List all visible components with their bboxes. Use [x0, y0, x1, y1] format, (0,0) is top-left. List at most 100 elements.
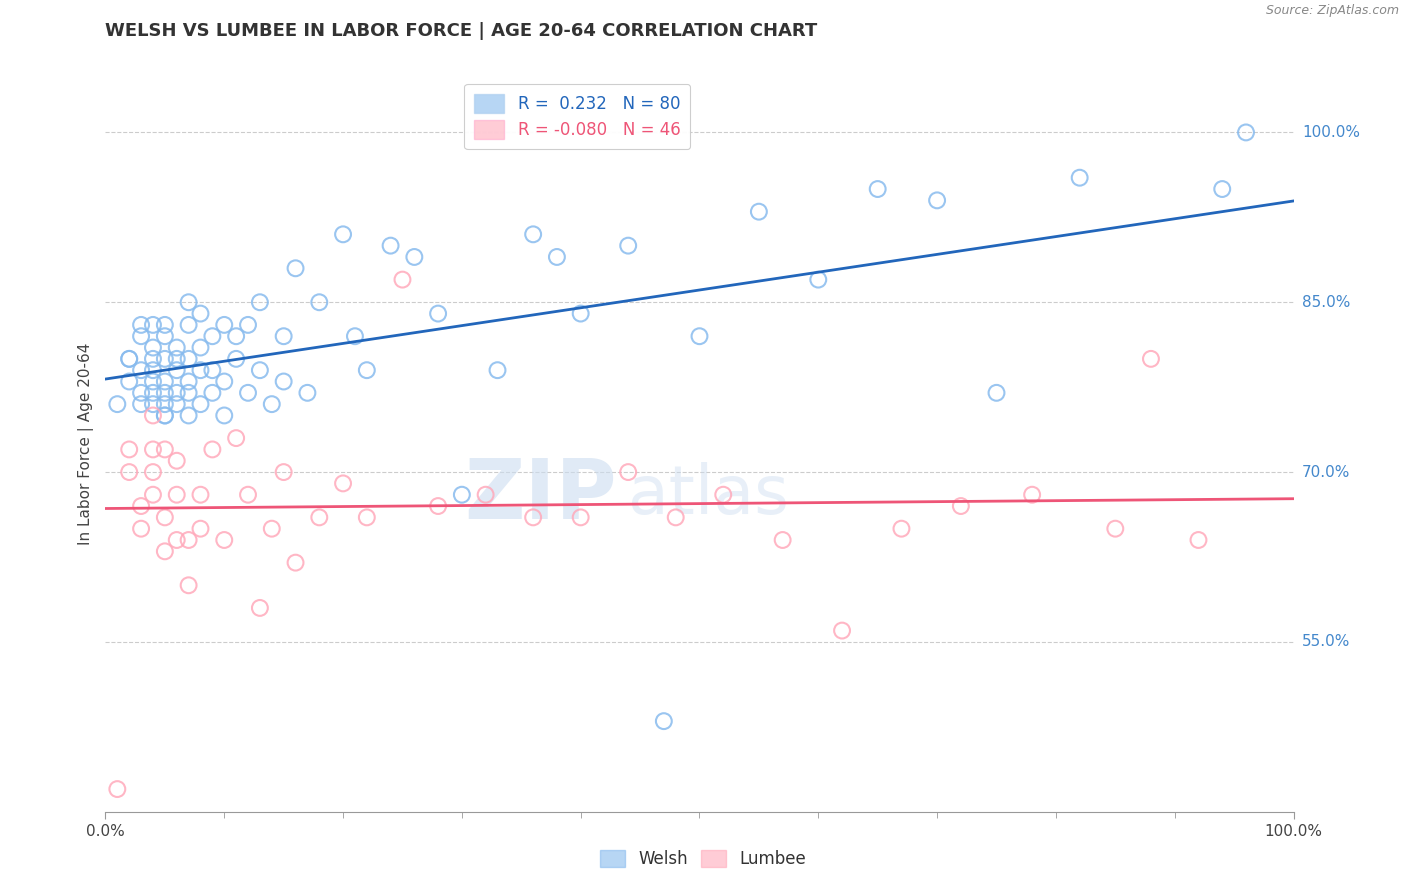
Point: [190, 341, 212, 355]
Point: [986, 385, 1008, 400]
Point: [260, 397, 283, 411]
Point: [190, 488, 212, 502]
Text: 100.0%: 100.0%: [1302, 125, 1360, 140]
Point: [1104, 522, 1126, 536]
Point: [153, 329, 176, 343]
Point: [284, 556, 307, 570]
Y-axis label: In Labor Force | Age 20-64: In Labor Force | Age 20-64: [79, 343, 94, 545]
Point: [260, 522, 283, 536]
Point: [486, 363, 509, 377]
Text: Source: ZipAtlas.com: Source: ZipAtlas.com: [1265, 4, 1399, 18]
Point: [332, 227, 354, 242]
Point: [177, 375, 200, 389]
Point: [427, 307, 450, 321]
Point: [214, 533, 236, 547]
Point: [711, 488, 734, 502]
Point: [890, 522, 912, 536]
Point: [201, 385, 224, 400]
Point: [343, 329, 366, 343]
Point: [356, 510, 378, 524]
Point: [748, 204, 770, 219]
Point: [190, 307, 212, 321]
Point: [297, 385, 319, 400]
Point: [214, 318, 236, 332]
Point: [166, 363, 188, 377]
Point: [118, 351, 141, 366]
Point: [153, 510, 176, 524]
Point: [689, 329, 711, 343]
Point: [142, 375, 165, 389]
Text: ZIP: ZIP: [464, 455, 616, 536]
Point: [450, 488, 472, 502]
Point: [129, 522, 152, 536]
Point: [142, 465, 165, 479]
Point: [225, 431, 247, 445]
Point: [166, 454, 188, 468]
Point: [177, 318, 200, 332]
Point: [225, 351, 247, 366]
Point: [249, 363, 271, 377]
Point: [142, 397, 165, 411]
Point: [474, 488, 496, 502]
Point: [190, 522, 212, 536]
Point: [569, 307, 592, 321]
Point: [925, 194, 948, 208]
Point: [308, 510, 330, 524]
Point: [153, 385, 176, 400]
Point: [153, 544, 176, 558]
Point: [153, 442, 176, 457]
Point: [142, 442, 165, 457]
Point: [153, 397, 176, 411]
Point: [831, 624, 853, 638]
Point: [129, 329, 152, 343]
Point: [129, 397, 152, 411]
Point: [177, 533, 200, 547]
Point: [1234, 125, 1257, 139]
Point: [427, 499, 450, 513]
Point: [652, 714, 675, 728]
Point: [273, 375, 295, 389]
Point: [153, 409, 176, 423]
Point: [332, 476, 354, 491]
Point: [105, 782, 128, 797]
Point: [1187, 533, 1209, 547]
Point: [118, 351, 141, 366]
Point: [142, 363, 165, 377]
Point: [201, 329, 224, 343]
Point: [166, 397, 188, 411]
Point: [177, 409, 200, 423]
Point: [1021, 488, 1043, 502]
Point: [177, 351, 200, 366]
Point: [190, 363, 212, 377]
Point: [284, 261, 307, 276]
Text: WELSH VS LUMBEE IN LABOR FORCE | AGE 20-64 CORRELATION CHART: WELSH VS LUMBEE IN LABOR FORCE | AGE 20-…: [105, 22, 818, 40]
Point: [129, 363, 152, 377]
Point: [153, 375, 176, 389]
Point: [118, 375, 141, 389]
Point: [118, 442, 141, 457]
Point: [1069, 170, 1091, 185]
Point: [273, 329, 295, 343]
Point: [201, 363, 224, 377]
Point: [236, 488, 259, 502]
Point: [177, 385, 200, 400]
Text: 70.0%: 70.0%: [1302, 465, 1350, 480]
Point: [236, 385, 259, 400]
Point: [236, 318, 259, 332]
Point: [546, 250, 568, 264]
Legend: Welsh, Lumbee: Welsh, Lumbee: [593, 843, 813, 875]
Point: [404, 250, 426, 264]
Point: [142, 351, 165, 366]
Text: 85.0%: 85.0%: [1302, 294, 1350, 310]
Point: [142, 409, 165, 423]
Point: [308, 295, 330, 310]
Point: [201, 442, 224, 457]
Point: [142, 488, 165, 502]
Point: [522, 510, 544, 524]
Point: [166, 488, 188, 502]
Point: [153, 318, 176, 332]
Point: [166, 385, 188, 400]
Point: [1211, 182, 1233, 196]
Point: [177, 578, 200, 592]
Point: [142, 341, 165, 355]
